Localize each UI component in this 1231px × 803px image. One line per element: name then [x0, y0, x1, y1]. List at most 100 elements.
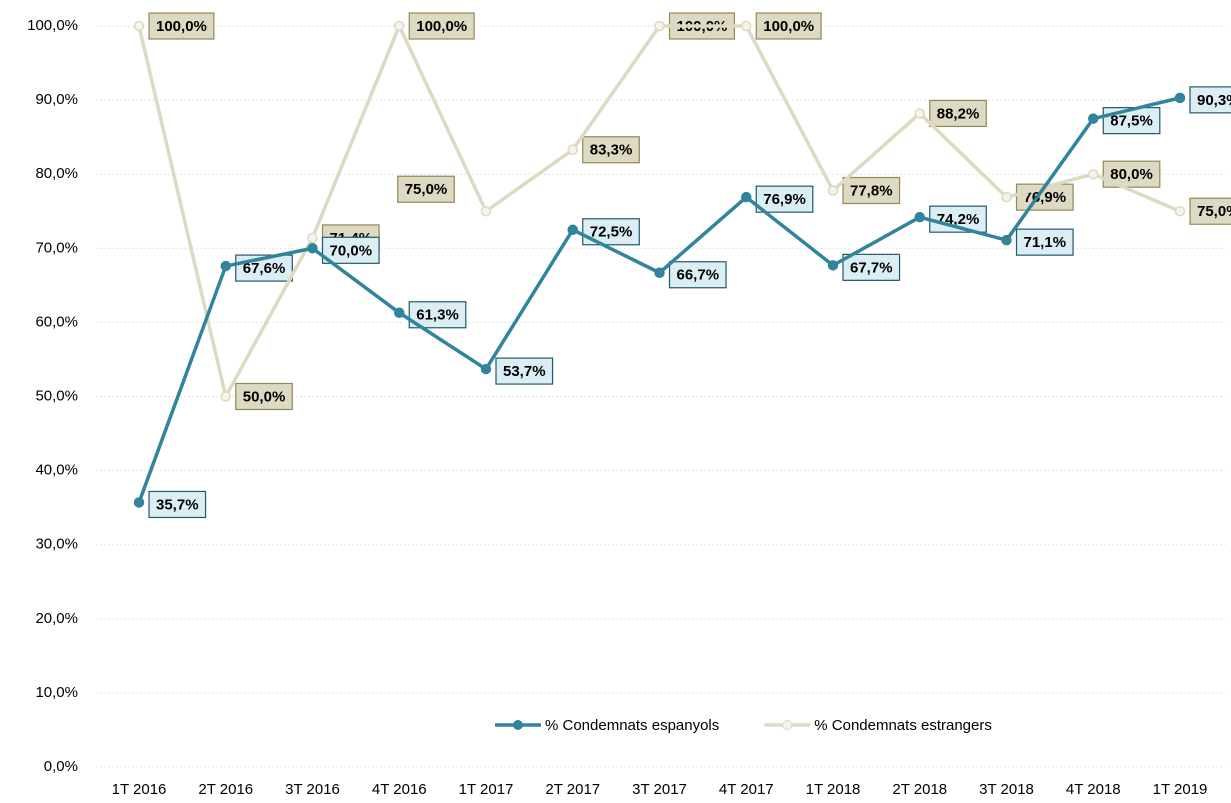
- marker: [1174, 92, 1186, 104]
- data-label: 76,9%: [755, 185, 814, 213]
- data-label-text: 53,7%: [503, 363, 546, 380]
- series-line: [137, 21, 1181, 402]
- y-tick-label: 50,0%: [35, 387, 78, 404]
- marker: [133, 20, 145, 32]
- y-tick-label: 70,0%: [35, 239, 78, 256]
- data-label-box: [582, 136, 640, 164]
- x-tick-label: 4T 2017: [719, 781, 774, 798]
- y-tick-label: 40,0%: [35, 462, 78, 479]
- data-label-text: 90,3%: [1197, 92, 1231, 109]
- y-tick-label: 10,0%: [35, 684, 78, 701]
- data-label-box: [1102, 107, 1161, 135]
- marker: [307, 232, 318, 244]
- marker: [914, 211, 925, 223]
- marker: [827, 185, 839, 196]
- marker: [394, 20, 405, 32]
- data-label: 83,3%: [582, 136, 640, 164]
- data-label-text: 83,3%: [590, 142, 633, 159]
- marker: [307, 243, 318, 254]
- data-label-box: [1189, 197, 1231, 225]
- data-label: 50,0%: [235, 382, 293, 411]
- data-label: 75,0%: [1189, 197, 1231, 225]
- marker: [133, 497, 145, 508]
- data-label-text: 50,0%: [243, 388, 286, 405]
- y-tick-label: 0,0%: [44, 758, 78, 775]
- data-label: 100,0%: [148, 12, 215, 40]
- data-label: 77,8%: [842, 176, 901, 205]
- data-label-text: 72,5%: [590, 224, 633, 241]
- data-label-text: 77,8%: [850, 182, 893, 199]
- marker: [480, 206, 492, 217]
- legend-label: % Condemnats estrangers: [814, 717, 992, 734]
- x-tick-label: 1T 2018: [806, 781, 861, 798]
- data-label-box: [495, 357, 554, 385]
- x-tick-label: 4T 2018: [1066, 781, 1121, 798]
- data-label: 72,5%: [582, 218, 640, 246]
- marker: [567, 224, 578, 236]
- marker: [654, 20, 665, 32]
- x-tick-label: 3T 2017: [632, 781, 687, 798]
- x-tick-label: 4T 2016: [372, 781, 427, 798]
- x-tick-label: 1T 2017: [459, 781, 514, 798]
- data-label: 100,0%: [408, 12, 475, 40]
- data-label-text: 88,2%: [937, 105, 980, 122]
- legend-label: % Condemnats espanyols: [545, 717, 719, 734]
- data-label-text: 100,0%: [416, 18, 467, 35]
- marker: [480, 363, 492, 375]
- data-label-text: 67,7%: [850, 259, 893, 276]
- data-label-box: [755, 12, 822, 40]
- y-tick-label: 80,0%: [35, 165, 78, 182]
- marker: [220, 260, 231, 272]
- data-label-box: [668, 261, 727, 289]
- data-label: 100,0%: [755, 12, 822, 40]
- data-label-box: [1015, 228, 1074, 256]
- marker: [914, 108, 925, 119]
- series-line: [137, 96, 1181, 504]
- data-label: 70,0%: [321, 236, 380, 264]
- marker: [394, 307, 405, 319]
- data-label-box: [929, 99, 987, 128]
- data-label-text: 80,0%: [1110, 166, 1153, 183]
- data-label-text: 71,1%: [1024, 234, 1067, 251]
- legend-marker: [513, 720, 523, 730]
- marker: [827, 260, 839, 271]
- marker: [741, 20, 752, 32]
- legend-marker: [782, 720, 793, 730]
- data-label-text: 70,0%: [330, 242, 373, 259]
- data-label-box: [235, 382, 293, 411]
- x-tick-label: 2T 2018: [892, 781, 947, 798]
- y-tick-label: 30,0%: [35, 536, 78, 553]
- data-label: 71,1%: [1015, 228, 1074, 256]
- x-tick-label: 2T 2017: [545, 781, 600, 798]
- data-label-box: [755, 185, 814, 213]
- x-tick-label: 1T 2016: [112, 781, 167, 798]
- data-label: 53,7%: [495, 357, 554, 385]
- data-label: 67,7%: [842, 253, 901, 281]
- y-tick-label: 60,0%: [35, 313, 78, 330]
- marker: [1088, 113, 1099, 124]
- data-label-text: 87,5%: [1110, 113, 1153, 130]
- data-label-text: 61,3%: [416, 307, 459, 324]
- data-label-box: [408, 12, 475, 40]
- data-label: 66,7%: [668, 261, 727, 289]
- marker: [1001, 191, 1012, 203]
- marker: [1088, 168, 1099, 180]
- data-label-text: 100,0%: [763, 18, 814, 35]
- x-tick-label: 2T 2016: [198, 781, 253, 798]
- data-label-box: [397, 175, 455, 203]
- marker: [1001, 234, 1012, 246]
- data-label-text: 75,0%: [1197, 203, 1231, 220]
- marker: [741, 191, 752, 203]
- marker: [654, 267, 665, 279]
- y-tick-label: 90,0%: [35, 91, 78, 108]
- data-label-box: [148, 12, 215, 40]
- data-label-text: 76,9%: [763, 191, 806, 208]
- data-label: 35,7%: [148, 490, 207, 519]
- marker: [567, 144, 578, 155]
- data-label-box: [842, 176, 901, 205]
- x-tick-label: 1T 2019: [1153, 781, 1208, 798]
- x-tick-label: 3T 2016: [285, 781, 340, 798]
- data-label-text: 67,6%: [243, 260, 286, 277]
- data-label-box: [1189, 86, 1231, 114]
